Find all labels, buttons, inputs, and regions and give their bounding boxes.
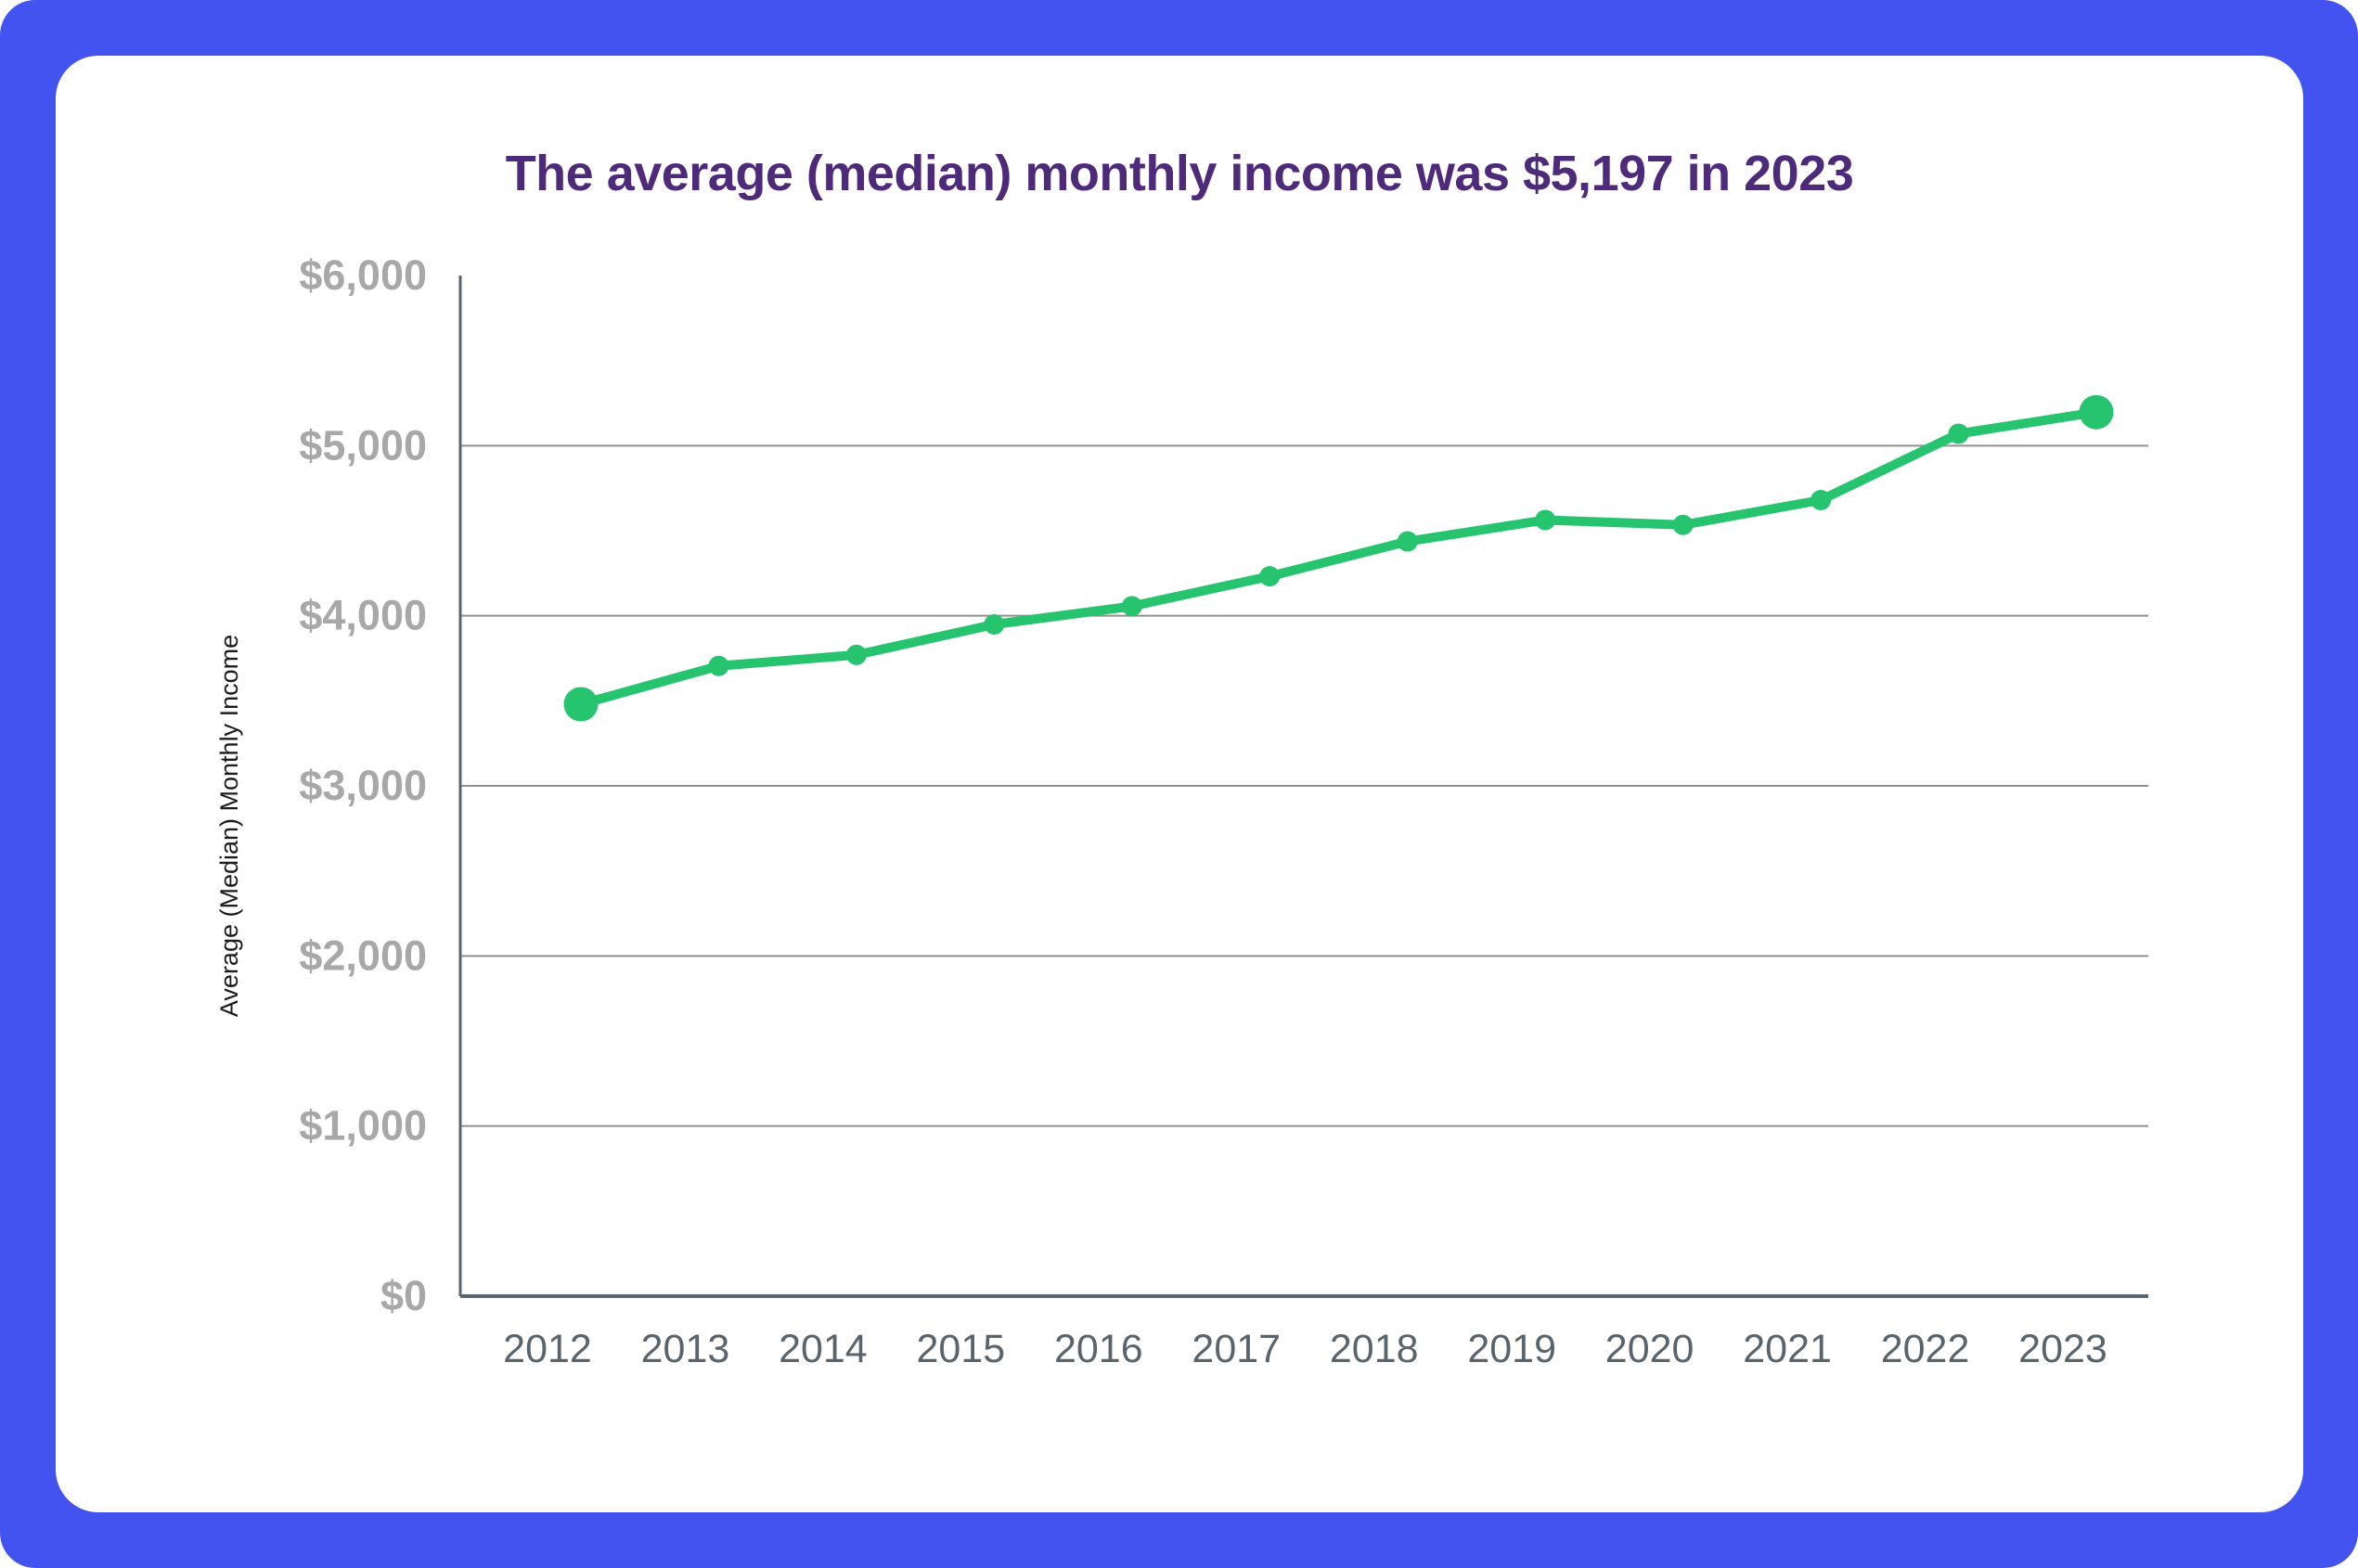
data-point: [1672, 514, 1694, 535]
data-point: [1535, 509, 1556, 531]
x-tick-label: 2021: [1743, 1327, 1832, 1371]
data-point: [708, 655, 729, 676]
y-tick-label: $0: [380, 1272, 427, 1319]
x-tick-label: 2013: [641, 1327, 730, 1371]
data-line: [576, 407, 2101, 709]
x-tick-label: 2019: [1467, 1327, 1556, 1371]
data-point: [1121, 596, 1142, 617]
x-tick-label: 2015: [917, 1327, 1006, 1371]
chart-title: The average (median) monthly income was …: [505, 146, 1854, 201]
x-tick-label: 2016: [1054, 1327, 1143, 1371]
x-tick-label: 2023: [2018, 1327, 2107, 1371]
data-point: [563, 687, 599, 722]
x-tick-label: 2018: [1330, 1327, 1419, 1371]
x-tick-label: 2014: [779, 1327, 868, 1371]
y-tick-label: $1,000: [299, 1102, 427, 1150]
data-point: [2079, 394, 2114, 430]
x-tick-label: 2022: [1881, 1327, 1970, 1371]
chart-card: The average (median) monthly income was …: [56, 56, 2303, 1512]
data-point: [1397, 531, 1418, 552]
data-point: [1810, 490, 1832, 510]
x-tick-label: 2017: [1192, 1327, 1281, 1371]
y-tick-label: $5,000: [299, 421, 427, 469]
x-tick-label: 2012: [503, 1327, 592, 1371]
y-tick-label: $6,000: [299, 251, 427, 299]
data-point: [1948, 423, 1969, 444]
y-axis-title: Average (Median) Monthly Income: [215, 635, 243, 1017]
data-point: [1259, 566, 1281, 587]
data-point: [845, 644, 867, 665]
data-point: [984, 614, 1005, 636]
line-chart: $0 $1,000 $2,000 $3,000 $4,000 $5,000 $6,000 Av…: [215, 251, 2148, 1371]
y-tick-label: $4,000: [299, 592, 427, 639]
y-tick-label: $2,000: [299, 932, 427, 979]
y-tick-label: $3,000: [299, 762, 427, 809]
x-tick-label: 2020: [1605, 1327, 1694, 1371]
